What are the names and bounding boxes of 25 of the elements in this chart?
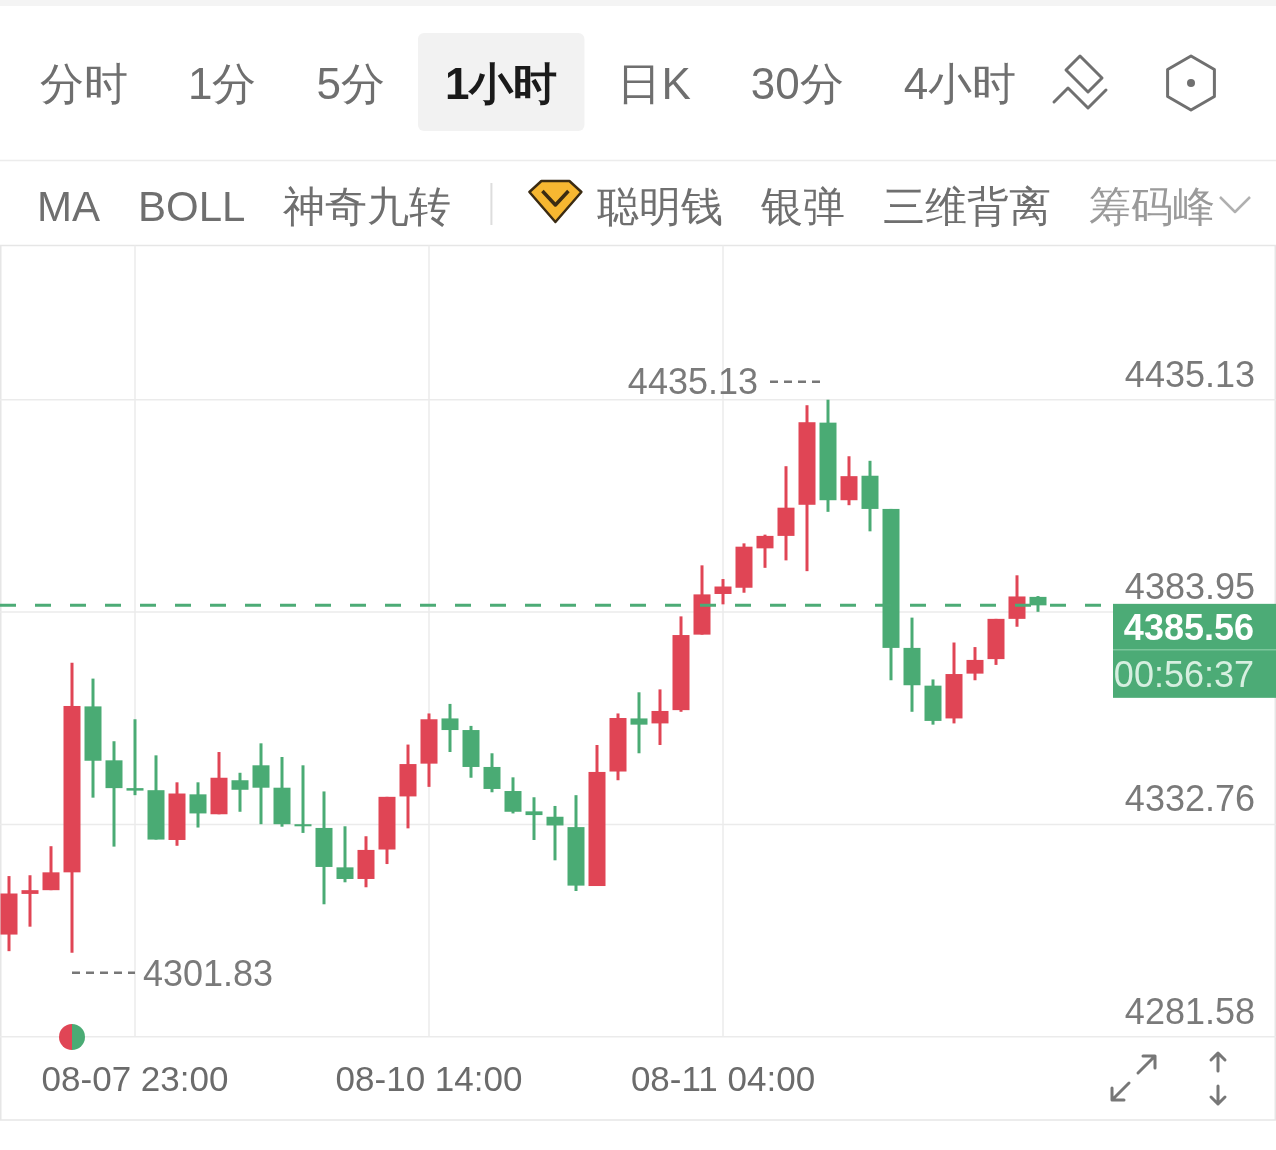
text: 1小时	[444, 59, 558, 108]
text: 30分	[750, 59, 844, 108]
text: 神奇九转	[283, 183, 452, 230]
text: MA	[37, 183, 100, 230]
text: 日K	[617, 59, 691, 108]
text: 银弹	[760, 183, 846, 230]
y-tick-label: 4435.13	[1124, 353, 1255, 395]
text: 5分	[316, 59, 385, 108]
x-tick-label: 08-10 14:00	[335, 1059, 523, 1098]
text: BOLL	[138, 183, 246, 230]
annotation: 4435.13	[627, 360, 758, 402]
text: 1分	[188, 59, 257, 108]
annotation: 4301.83	[143, 952, 274, 994]
x-tick-label: 08-07 23:00	[41, 1059, 229, 1098]
y-tick-label: 4332.76	[1124, 778, 1255, 820]
x-tick-label: 08-11 04:00	[630, 1059, 816, 1098]
text: 筹码峰	[1089, 183, 1216, 230]
text: 三维背离	[883, 183, 1052, 230]
text: 聪明钱	[597, 183, 724, 230]
y-tick-label: 4383.95	[1124, 566, 1255, 608]
ref-line-label: 4385.56	[1123, 606, 1254, 648]
text: 4小时	[903, 59, 1017, 108]
y-tick-label: 4281.58	[1124, 990, 1255, 1032]
text: 00:56:37	[1113, 653, 1254, 695]
text: 分时	[40, 59, 128, 108]
